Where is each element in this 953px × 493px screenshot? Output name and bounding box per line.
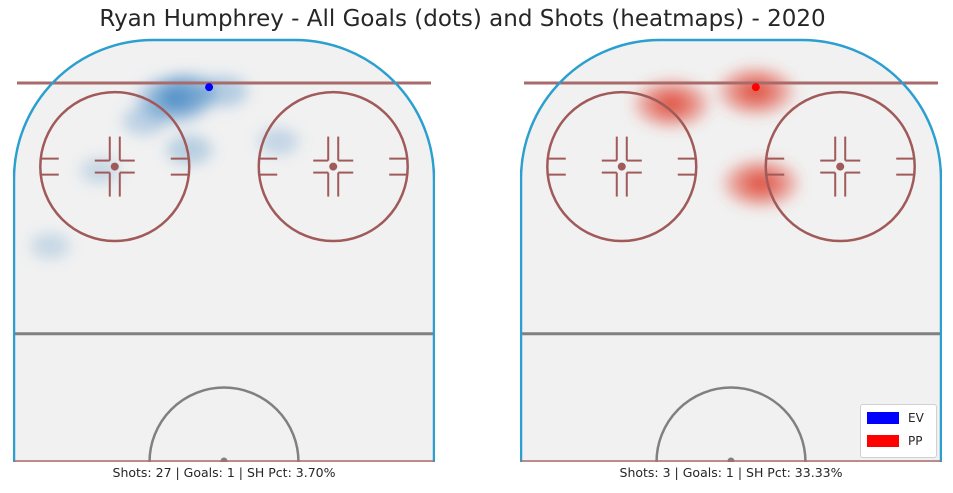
legend-label-pp: PP — [908, 434, 923, 448]
caption-pp: Shots: 3 | Goals: 1 | SH Pct: 33.33% — [619, 465, 843, 480]
ev-center-circle — [148, 386, 300, 462]
rink-panel-ev — [13, 38, 435, 462]
ev-heat-blob — [170, 137, 209, 163]
ev-heat-blob — [83, 159, 116, 182]
legend-swatch-pp — [867, 435, 899, 447]
pp-faceoff-circle-left — [546, 90, 698, 243]
rink-panel-pp — [520, 38, 942, 462]
ev-faceoff-dot-left — [110, 162, 119, 171]
ev-faceoff-circle-left — [39, 90, 191, 243]
ev-shot-heatmap — [27, 70, 303, 262]
legend-item-pp: PP — [867, 434, 922, 448]
pp-center-circle — [655, 386, 807, 462]
ev-heat-blob — [126, 108, 163, 133]
chart-title: Ryan Humphrey - All Goals (dots) and Sho… — [99, 6, 826, 32]
pp-faceoff-dot-left — [617, 162, 626, 171]
pp-faceoff-dot-right — [836, 162, 845, 171]
ev-heat-blob — [34, 234, 67, 258]
ev-faceoff-dot-right — [329, 162, 338, 171]
legend-item-ev: EV — [867, 411, 924, 425]
pp-heat-core — [657, 94, 686, 113]
ev-faceoff-circle-right — [257, 90, 409, 243]
legend-swatch-ev — [867, 412, 899, 424]
legend-label-ev: EV — [908, 411, 924, 425]
ev-boards — [13, 38, 435, 462]
ev-heat-blob — [204, 78, 244, 105]
pp-faceoff-circle-right — [764, 90, 916, 243]
caption-ev: Shots: 27 | Goals: 1 | SH Pct: 3.70% — [112, 465, 336, 480]
rink-ev-svg — [13, 38, 435, 462]
pp-heat-core — [741, 82, 770, 101]
ev-goal-dot — [205, 83, 214, 92]
pp-boards — [520, 38, 942, 462]
pp-goal-dot — [751, 83, 760, 92]
rink-pp-svg — [520, 38, 942, 462]
legend: EV PP — [860, 404, 937, 458]
ev-heat-blob — [261, 129, 296, 154]
